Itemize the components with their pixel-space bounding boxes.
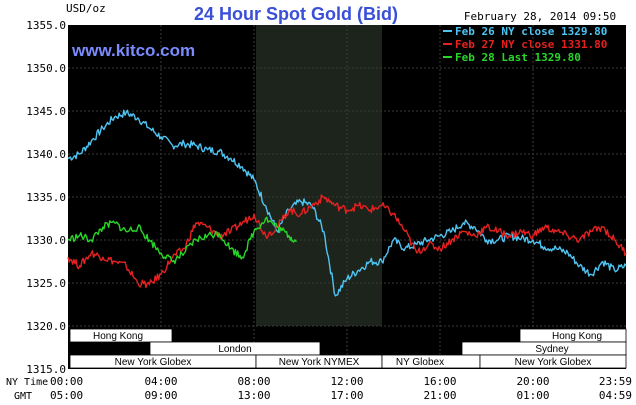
x-tick-label-gmt: 21:00: [423, 389, 456, 402]
x-tick-label-ny: 12:00: [330, 375, 363, 388]
legend-item-feb26: Feb 26 NY close 1329.80: [455, 25, 607, 38]
y-tick-label: 1325.0: [26, 277, 66, 290]
chart-title: 24 Hour Spot Gold (Bid): [194, 4, 398, 24]
market-label-newyork-globex-left: New York Globex: [115, 357, 192, 368]
market-label-newyork-globex-right: New York Globex: [515, 357, 592, 368]
y-axis: 1355.0 1350.0 1345.0 1340.0 1335.0 1330.0 1325…: [26, 19, 66, 376]
x-tick-label-gmt: 04:59: [599, 389, 632, 402]
market-label-sydney: Sydney: [535, 344, 568, 355]
market-label-hongkong-left: Hong Kong: [93, 331, 143, 342]
x-tick-label-gmt: 09:00: [144, 389, 177, 402]
market-label-hongkong-right: Hong Kong: [552, 331, 602, 342]
site-watermark: www.kitco.com: [71, 41, 195, 60]
x-tick-label-ny: 00:00: [50, 375, 83, 388]
x-tick-label-ny: 04:00: [144, 375, 177, 388]
series-line-feb26: [67, 109, 627, 297]
market-label-london: London: [218, 344, 251, 355]
y-tick-label: 1345.0: [26, 105, 66, 118]
y-tick-label: 1355.0: [26, 19, 66, 32]
x-tick-label-gmt: 05:00: [50, 389, 83, 402]
gmt-row-label: GMT: [14, 391, 32, 402]
series-line-feb28: [67, 216, 297, 265]
timestamp-label: February 28, 2014 09:50: [464, 10, 616, 23]
x-tick-label-gmt: 13:00: [237, 389, 270, 402]
y-tick-label: 1350.0: [26, 62, 66, 75]
market-label-ny-globex: NY Globex: [396, 357, 444, 368]
y-tick-label: 1330.0: [26, 234, 66, 247]
x-tick-label-ny: 23:59: [599, 375, 632, 388]
series-line-feb27: [67, 194, 627, 289]
legend-item-feb28: Feb 28 Last 1329.80: [455, 51, 581, 64]
series-lines: [67, 109, 627, 297]
legend-item-feb27: Feb 27 NY close 1331.80: [455, 38, 607, 51]
y-tick-label: 1320.0: [26, 320, 66, 333]
x-tick-label-gmt: 17:00: [330, 389, 363, 402]
x-tick-label-gmt: 01:00: [516, 389, 549, 402]
y-tick-label: 1340.0: [26, 148, 66, 161]
x-tick-label-ny: 20:00: [516, 375, 549, 388]
x-tick-label-ny: 08:00: [237, 375, 270, 388]
market-box-hongkong-left: [69, 328, 173, 343]
market-box-newyork-globex-right: [479, 354, 627, 369]
y-tick-label: 1315.0: [26, 363, 66, 376]
ny-time-row-label: NY Time: [6, 377, 48, 388]
y-tick-label: 1335.0: [26, 191, 66, 204]
legend: Feb 26 NY close 1329.80 Feb 27 NY close …: [443, 25, 607, 64]
y-axis-unit-label: USD/oz: [66, 2, 106, 15]
market-sessions: Hong Kong Hong Kong London Sydney New Yo…: [69, 328, 627, 369]
market-label-newyork-nymex: New York NYMEX: [279, 357, 360, 368]
nymex-session-band: [256, 25, 382, 326]
x-tick-label-ny: 16:00: [423, 375, 456, 388]
